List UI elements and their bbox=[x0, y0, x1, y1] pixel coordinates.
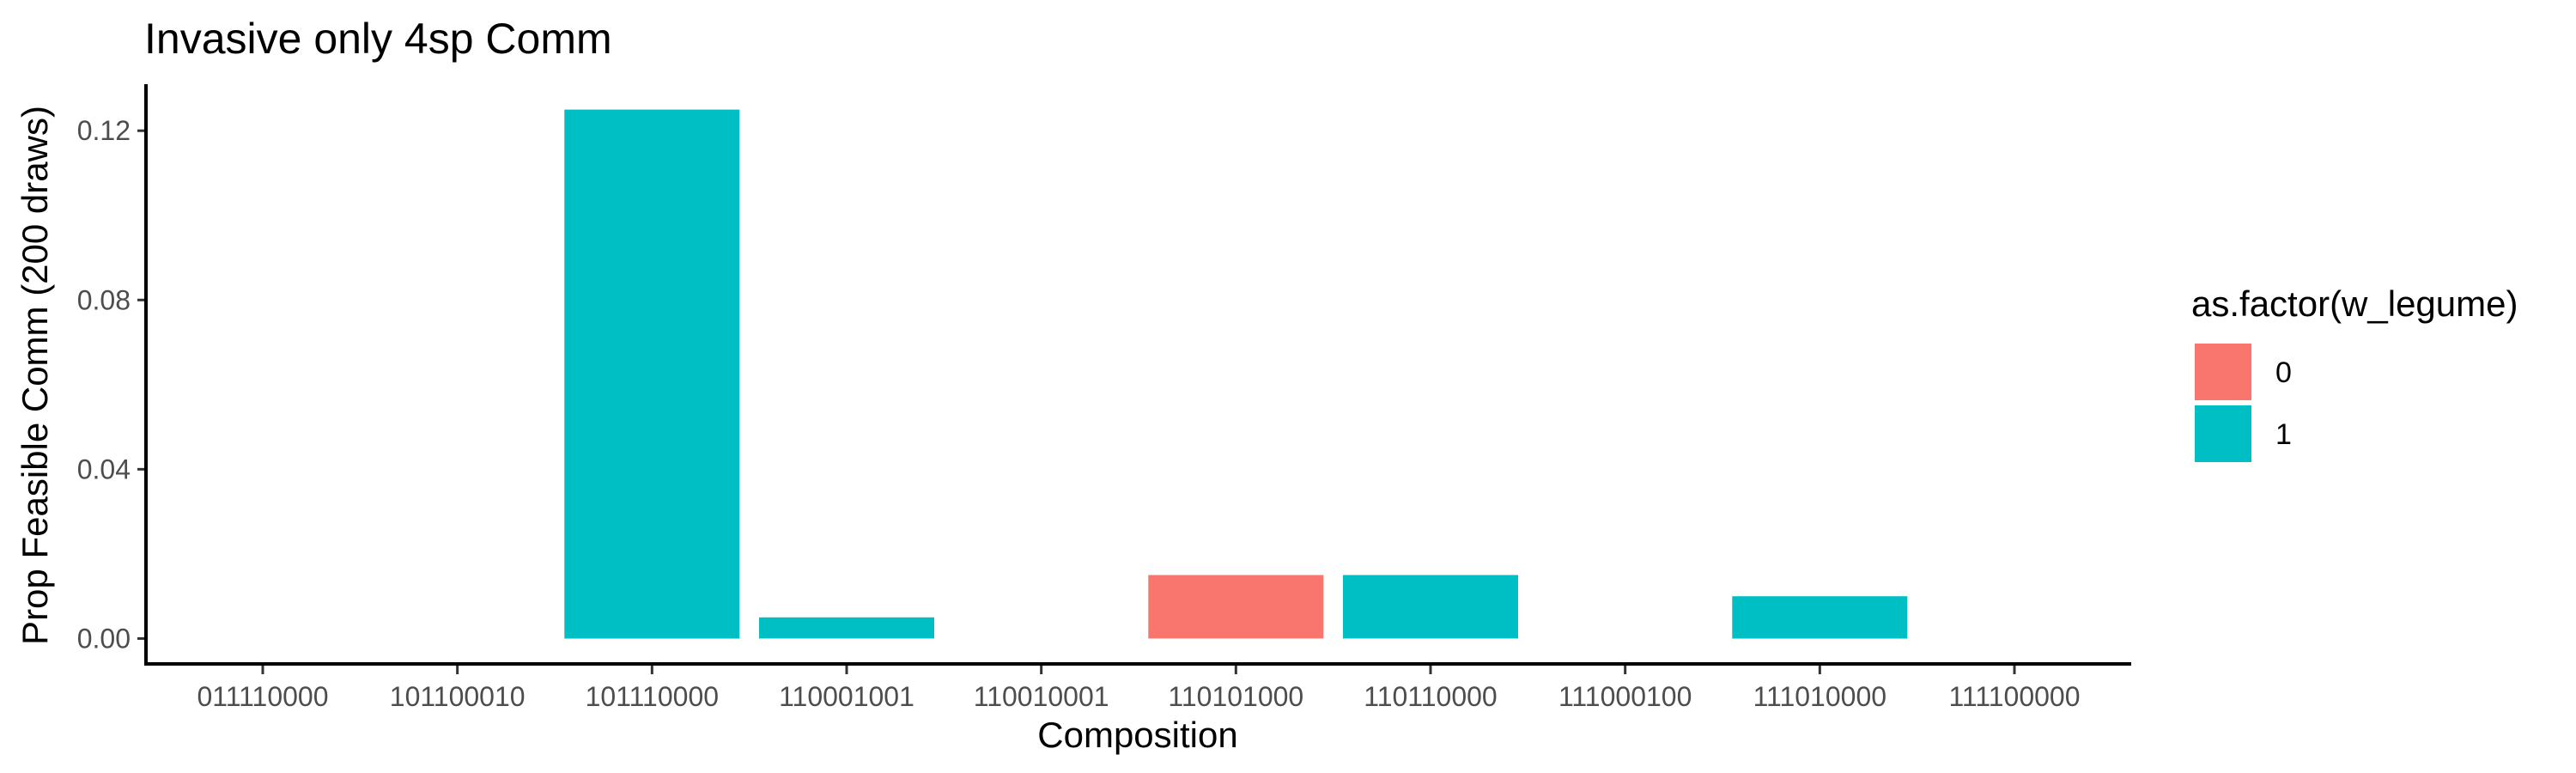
x-tick-label-101110000: 101110000 bbox=[586, 681, 719, 712]
bar-110001001 bbox=[759, 617, 934, 639]
bars-group bbox=[564, 109, 1908, 639]
y-tick-label: 0.00 bbox=[77, 623, 131, 654]
x-tick-label-110110000: 110110000 bbox=[1364, 681, 1497, 712]
x-tick-label-111000100: 111000100 bbox=[1558, 681, 1692, 712]
x-tick-label-011110000: 011110000 bbox=[197, 681, 328, 712]
bar-101110000 bbox=[564, 109, 740, 639]
bar-110110000 bbox=[1343, 575, 1518, 639]
legend-title: as.factor(w_legume) bbox=[2191, 283, 2518, 324]
x-tick-label-101100010: 101100010 bbox=[390, 681, 526, 712]
y-axis-ticks: 0.00 0.04 0.08 0.12 bbox=[77, 115, 146, 654]
bar-110101000 bbox=[1148, 575, 1324, 639]
legend-key-1 bbox=[2195, 405, 2251, 462]
legend-label-0: 0 bbox=[2275, 356, 2292, 389]
x-tick-label-110010001: 110010001 bbox=[974, 681, 1109, 712]
x-axis-title: Composition bbox=[1037, 715, 1237, 755]
bar-111010000 bbox=[1732, 596, 1908, 639]
x-tick-label-111100000: 111100000 bbox=[1948, 681, 2080, 712]
chart-title: Invasive only 4sp Comm bbox=[144, 15, 612, 63]
x-tick-label-111010000: 111010000 bbox=[1753, 681, 1886, 712]
x-axis-ticks: 011110000 101100010 101110000 110001001 1100… bbox=[197, 664, 2081, 712]
legend-label-1: 1 bbox=[2275, 418, 2292, 451]
x-tick-label-110001001: 110001001 bbox=[779, 681, 914, 712]
legend: as.factor(w_legume) 01 bbox=[2191, 283, 2518, 462]
y-axis-title: Prop Feasible Comm (200 draws) bbox=[15, 106, 55, 645]
y-tick-label: 0.12 bbox=[77, 115, 131, 146]
legend-key-0 bbox=[2195, 344, 2251, 400]
y-tick-label: 0.08 bbox=[77, 284, 131, 315]
y-tick-label: 0.04 bbox=[77, 453, 131, 484]
x-tick-label-110101000: 110101000 bbox=[1168, 681, 1303, 712]
legend-entries: 01 bbox=[2195, 344, 2292, 462]
